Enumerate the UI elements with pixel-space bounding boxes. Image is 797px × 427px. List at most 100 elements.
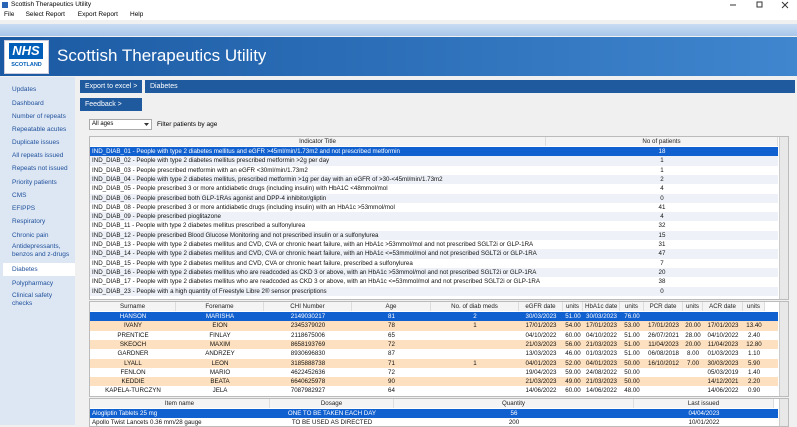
sidebar-item[interactable]: Dashboard bbox=[12, 100, 44, 107]
table-row[interactable] bbox=[90, 330, 778, 340]
table-cell: 38 bbox=[658, 278, 666, 286]
table-cell: 04/10/2022 bbox=[707, 331, 739, 339]
table-row[interactable] bbox=[90, 174, 778, 185]
table-cell: 7087982927 bbox=[290, 387, 326, 395]
table-row[interactable] bbox=[90, 267, 778, 278]
column-header: Quantity bbox=[394, 399, 634, 408]
table-row[interactable] bbox=[90, 156, 778, 166]
sidebar-item[interactable]: Number of repeats bbox=[12, 113, 66, 120]
table-cell: 51.00 bbox=[624, 331, 640, 339]
sidebar-item[interactable]: Repeatable acutes bbox=[12, 126, 67, 133]
column-header: Dosage bbox=[270, 399, 394, 408]
table-row[interactable] bbox=[90, 367, 778, 378]
table-cell: 13.40 bbox=[746, 322, 762, 330]
table-row[interactable] bbox=[90, 165, 778, 175]
table-cell: 51.00 bbox=[565, 313, 581, 320]
ribbon-strip bbox=[0, 24, 797, 36]
sidebar-item[interactable]: Respiratory bbox=[12, 218, 46, 225]
sidebar-item[interactable]: Duplicate issues bbox=[12, 139, 60, 146]
sidebar-item[interactable]: Antidepressants, benzos and z-drugs bbox=[12, 243, 70, 258]
table-row[interactable] bbox=[90, 202, 778, 213]
sidebar-item[interactable]: Polypharmacy bbox=[12, 280, 54, 287]
table-cell: 56.00 bbox=[565, 340, 581, 348]
scrollbar[interactable] bbox=[779, 302, 788, 396]
table-row[interactable] bbox=[90, 339, 778, 350]
sidebar-item[interactable]: Priority patients bbox=[12, 179, 57, 186]
sidebar-highlight bbox=[3, 263, 75, 276]
table-row[interactable] bbox=[90, 417, 778, 426]
table-row[interactable] bbox=[90, 258, 778, 268]
table-cell: 51.00 bbox=[624, 340, 640, 348]
sidebar-item[interactable]: EFIPPS bbox=[12, 205, 36, 212]
table-row[interactable] bbox=[90, 377, 778, 387]
table-cell: IND_DIAB_13 - People with type 2 diabete… bbox=[92, 241, 534, 248]
table-cell: 87 bbox=[388, 350, 395, 358]
table-cell: 2 bbox=[660, 175, 664, 183]
sidebar-item[interactable]: CMS bbox=[12, 192, 27, 199]
column-header: units bbox=[620, 302, 644, 311]
table-cell: 04/01/2023 bbox=[586, 359, 617, 367]
column-header: CHI Number bbox=[264, 302, 352, 311]
table-row[interactable] bbox=[90, 240, 778, 250]
sidebar: Updates Dashboard Number of repeats Repeata… bbox=[0, 77, 75, 425]
table-cell: BEATA bbox=[210, 378, 230, 386]
table-cell: 16/10/2012 bbox=[648, 359, 679, 367]
sidebar-item[interactable]: Repeats not issued bbox=[12, 165, 68, 172]
table-cell: 17/01/2023 bbox=[707, 322, 739, 330]
export-button[interactable]: Export to excel > bbox=[80, 80, 142, 93]
sidebar-item[interactable]: Clinical safety checks bbox=[12, 292, 53, 307]
indicator-table: Indicator Title No of patients IND_DIAB_01… bbox=[89, 136, 789, 300]
age-filter[interactable]: All ages bbox=[89, 119, 152, 130]
table-row[interactable] bbox=[90, 184, 778, 194]
table-cell: 31 bbox=[658, 241, 666, 248]
table-cell: 04/10/2022 bbox=[586, 331, 617, 339]
column-header: units bbox=[683, 302, 703, 311]
table-row[interactable] bbox=[90, 321, 778, 331]
table-cell: IND_DIAB_12 - People prescribed Blood Gl… bbox=[92, 231, 379, 239]
table-cell: 01/03/2023 bbox=[707, 350, 739, 358]
scrollbar[interactable] bbox=[779, 399, 788, 426]
menu-item[interactable]: File bbox=[4, 11, 15, 18]
table-cell: 04/04/2023 bbox=[688, 410, 720, 417]
feedback-button[interactable]: Feedback > bbox=[80, 98, 142, 111]
table-cell: 5.90 bbox=[747, 359, 761, 367]
table-row[interactable] bbox=[90, 277, 778, 287]
table-cell: 30/03/2023 bbox=[707, 359, 739, 367]
table-cell: MARIO bbox=[209, 368, 231, 376]
column-header: No of patients bbox=[546, 137, 778, 146]
table-cell: 6640625978 bbox=[290, 378, 326, 386]
menu-item[interactable]: Select Report bbox=[25, 11, 65, 18]
table-cell: 1 bbox=[660, 166, 664, 174]
sidebar-item[interactable]: All repeats issued bbox=[12, 152, 64, 159]
table-cell: IND_DIAB_17 - People with type 2 diabete… bbox=[92, 278, 541, 286]
table-cell: 49.00 bbox=[565, 378, 581, 386]
table-cell: 0.90 bbox=[747, 387, 761, 395]
table-row[interactable] bbox=[90, 221, 778, 231]
sidebar-item[interactable]: Diabetes bbox=[12, 266, 38, 273]
table-row[interactable] bbox=[90, 249, 778, 259]
menu-item[interactable]: Help bbox=[130, 11, 144, 18]
sidebar-item[interactable]: Chronic pain bbox=[12, 232, 49, 239]
selected-row[interactable] bbox=[90, 409, 778, 418]
menu-item[interactable]: Export Report bbox=[77, 11, 118, 18]
table-cell: KEDDIE bbox=[121, 378, 145, 386]
scrollbar[interactable] bbox=[779, 137, 788, 299]
table-row[interactable] bbox=[90, 358, 778, 368]
selected-row[interactable] bbox=[90, 312, 778, 322]
table-row[interactable] bbox=[90, 286, 778, 296]
window-controls[interactable] bbox=[725, 0, 797, 10]
table-cell: 52.00 bbox=[565, 359, 581, 367]
table-cell: 19/04/2023 bbox=[525, 368, 557, 376]
column-header: Indicator Title bbox=[90, 137, 546, 146]
sidebar-item[interactable]: Updates bbox=[12, 86, 37, 93]
table-row[interactable] bbox=[90, 212, 778, 222]
nhs-logo: NHS SCOTLAND bbox=[4, 40, 49, 74]
table-row[interactable] bbox=[90, 230, 778, 240]
table-row[interactable] bbox=[90, 386, 778, 396]
table-row[interactable] bbox=[90, 193, 778, 203]
column-header: Age bbox=[352, 302, 431, 311]
table-row[interactable] bbox=[90, 349, 778, 359]
table-cell: 1.40 bbox=[747, 368, 761, 376]
selected-row[interactable] bbox=[90, 147, 778, 157]
table-cell: 1 bbox=[660, 157, 664, 165]
